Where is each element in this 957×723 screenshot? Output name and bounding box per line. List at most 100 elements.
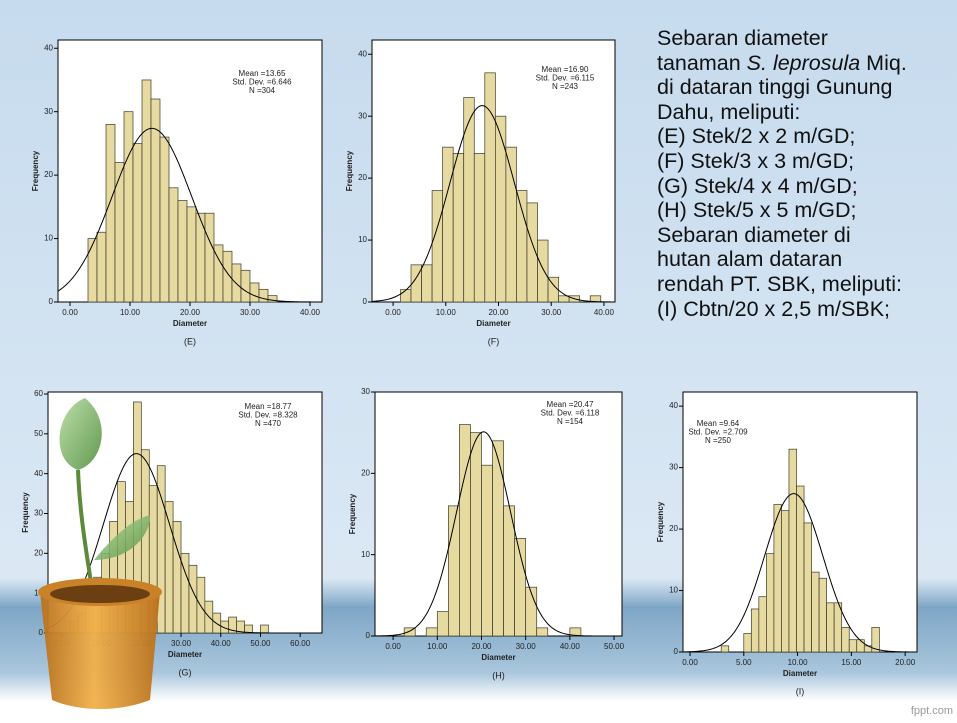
x-tick-label: 30.00 [171,639,192,648]
bar [196,576,206,634]
x-tick-label: 5.00 [736,658,752,667]
bar [260,624,269,634]
stat-annotation: Mean =18.77 [245,402,292,411]
y-tick-label: 0 [674,647,679,656]
x-tick-label: 10.00 [788,658,809,667]
stat-annotation: Mean =16.90 [542,65,589,74]
x-tick-label: 40.00 [300,308,321,317]
y-tick-label: 40 [358,49,367,58]
description-line: (F) Stek/3 x 3 m/GD; [657,149,957,174]
y-tick-label: 20 [358,173,367,182]
x-axis-title: Diameter [173,319,207,328]
description-text: (H) Stek/5 x 5 m/GD; [657,198,857,223]
bar [177,200,188,303]
bar [442,146,454,303]
bar [796,485,805,653]
description-line: Dahu, meliputi: [657,100,957,125]
x-tick-label: 30.00 [541,308,562,317]
bar [750,608,760,653]
bar [525,586,538,637]
description-line: hutan alam dataran [657,247,957,272]
x-tick-label: 15.00 [841,658,862,667]
y-tick-label: 0 [39,628,44,637]
description-text: rendah PT. SBK, meliputi: [657,271,902,296]
bar [811,571,820,653]
description-text: Miq. [860,50,907,75]
bar [841,627,850,653]
y-tick-label: 10 [358,235,367,244]
bar [463,97,475,303]
x-tick-label: 0.00 [385,308,401,317]
normal-curve [682,493,917,653]
description-text: (I) Cbtn/20 x 2,5 m/SBK; [657,296,891,321]
bar [766,553,775,653]
bar [159,136,170,303]
y-axis-title: Frequency [656,501,665,542]
bar [833,602,843,653]
bar [400,289,412,303]
chart-caption: (I) [796,686,805,696]
description-text: hutan alam dataran [657,247,843,272]
bar [403,627,416,637]
bar [168,187,179,303]
stat-annotation: Mean =9.64 [697,419,740,428]
bar [788,448,797,653]
x-tick-label: 20.00 [895,658,916,667]
y-axis-title: Frequency [31,150,40,191]
stat-annotation: Std. Dev. =2.709 [688,428,748,437]
bar [871,627,880,653]
bar [848,639,858,653]
bar [803,522,812,653]
bar [132,143,143,303]
description-line: (E) Stek/2 x 2 m/GD; [657,124,957,149]
description-text: (F) Stek/3 x 3 m/GD; [657,148,855,173]
y-tick-label: 50 [34,429,43,438]
normal-curve [57,127,322,303]
y-tick-label: 30 [44,107,53,116]
chart-caption: (G) [179,667,192,677]
bar [743,633,752,653]
bar [204,212,215,303]
description-line: Sebaran diameter di [657,223,957,248]
bar [231,263,242,303]
description-text: Sebaran diameter [657,26,828,50]
stat-annotation: Std. Dev. =6.118 [541,409,600,418]
bar [249,282,260,303]
y-tick-label: 10 [361,550,370,559]
bar [114,162,125,303]
y-tick-label: 40 [44,43,53,52]
x-tick-label: 0.00 [385,642,401,651]
bar [436,611,449,637]
x-tick-label: 20.00 [471,642,492,651]
description-text: Dahu, meliputi: [657,99,801,124]
bar [105,124,116,303]
bar [87,238,98,303]
bar [781,510,790,653]
description-text: S. leprosula [746,50,861,75]
bar [188,564,198,634]
stat-annotation: N =304 [249,86,276,95]
y-tick-label: 60 [34,389,43,398]
x-tick-label: 30.00 [240,308,261,317]
y-tick-label: 0 [366,631,371,640]
y-tick-label: 30 [358,111,367,120]
x-tick-label: 40.00 [594,308,615,317]
x-tick-label: 0.00 [682,658,698,667]
description-text: tanaman [657,50,747,75]
y-tick-label: 10 [669,586,678,595]
bar [818,577,827,653]
y-tick-label: 20 [361,468,370,477]
bar [558,295,570,303]
stat-annotation: Std. Dev. =8.328 [238,411,298,420]
y-tick-label: 20 [44,170,53,179]
x-tick-label: 40.00 [211,639,232,648]
histogram-chart: 0.00 10.00 20.00 30.00 40.00 50.00 0 10 20 30 Diam… [348,387,624,680]
stat-annotation: Std. Dev. =6.646 [232,78,292,87]
description-text: di dataran tinggi Gunung [657,75,893,100]
bar [537,239,549,303]
plant-decoration [38,398,162,709]
stat-annotation: N =470 [255,419,282,428]
bar [856,639,865,653]
